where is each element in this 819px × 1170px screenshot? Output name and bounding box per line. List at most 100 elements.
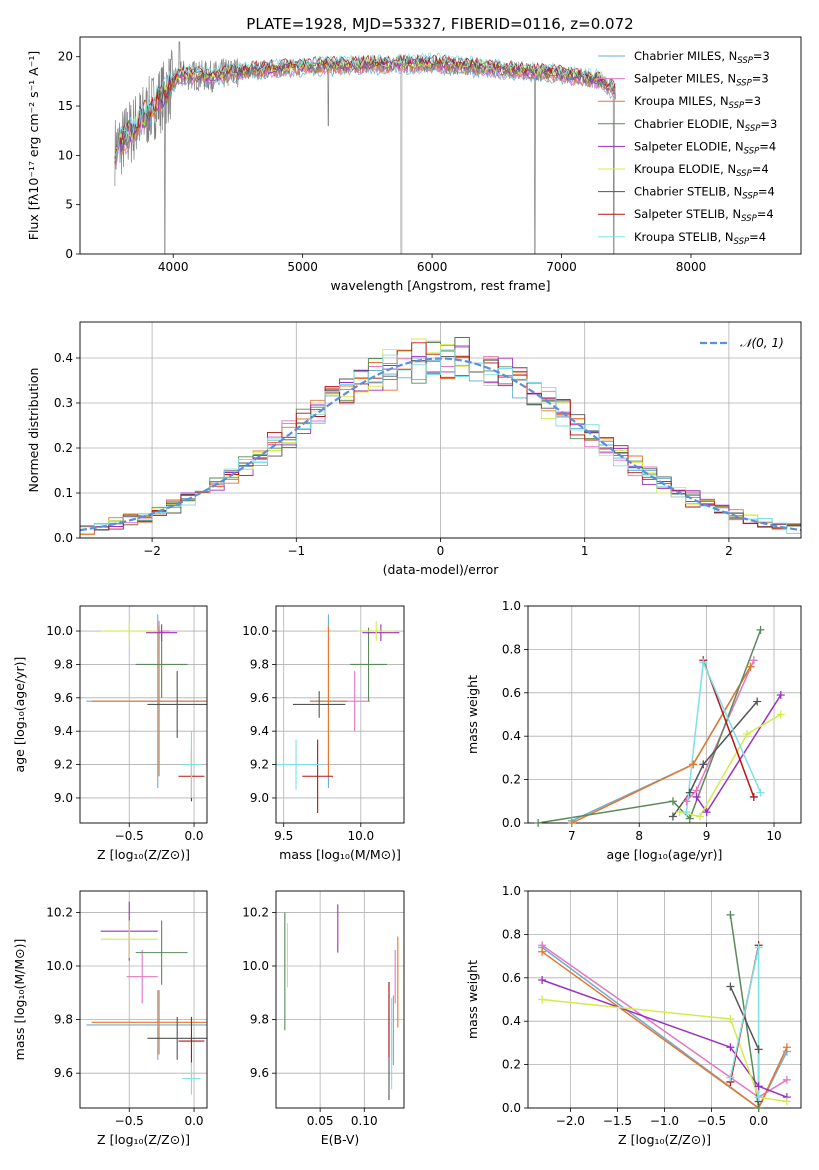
y-tick-label: 0.2 xyxy=(502,773,521,787)
x-tick-label: 8000 xyxy=(676,260,707,274)
model-spectrum-line xyxy=(114,62,616,167)
weight-marker xyxy=(726,1043,735,1052)
weight-vs-Z-panel: −2.0 −1.5 −1.0 −0.5 0.0 0.0 0.2 0.4 0.6 0.8 1.0 Z [… xyxy=(465,884,802,1147)
legend-text: Chabrier MILES, N xyxy=(634,49,737,63)
x-tick-label: 0.0 xyxy=(184,1114,203,1128)
x-tick-label: −1.5 xyxy=(603,1114,632,1128)
weight-line xyxy=(571,666,752,822)
plot-area xyxy=(284,904,399,1100)
weight-marker xyxy=(726,910,735,919)
y-tick-label: 0.0 xyxy=(54,531,73,545)
x-tick-label: 5000 xyxy=(287,260,318,274)
x-tick-label: 10.0 xyxy=(347,829,374,843)
legend-entry: Chabrier MILES, NSSP=3 xyxy=(634,49,770,66)
y-tick-label: 0.4 xyxy=(502,729,521,743)
histogram-panel: −2 −1 0 1 2 0.0 0.1 0.2 0.3 0.4 (data-model)/error… xyxy=(26,321,802,577)
y-tick-label: 0.3 xyxy=(54,396,73,410)
weight-marker xyxy=(782,1075,791,1084)
y-tick-label: 0.2 xyxy=(502,1058,521,1072)
weight-marker xyxy=(754,943,763,952)
x-tick-label: 10 xyxy=(766,829,781,843)
age-vs-mass-panel: 9.5 10.0 9.0 9.2 9.4 9.6 9.8 10.0 mass [log₁₀(M/… xyxy=(242,605,405,862)
weight-line xyxy=(542,998,788,1103)
y-tick-label: 9.6 xyxy=(250,1066,269,1080)
mass-vs-ebv-panel: 0.05 0.10 9.6 9.8 10.0 10.2 E(B-V) xyxy=(242,890,405,1147)
y-tick-label: 0 xyxy=(65,247,73,261)
y-tick-label: 9.0 xyxy=(250,791,269,805)
legend-text: =3 xyxy=(760,117,777,131)
y-axis-label: mass weight xyxy=(465,960,480,1039)
y-tick-label: 9.6 xyxy=(250,691,269,705)
y-tick-label: 1.0 xyxy=(502,599,521,613)
x-tick-label: 9.5 xyxy=(274,829,293,843)
y-tick-label: 9.4 xyxy=(54,724,73,738)
legend-text: =3 xyxy=(753,49,770,63)
x-tick-label: −1 xyxy=(287,544,305,558)
y-tick-label: 9.0 xyxy=(54,791,73,805)
weight-marker xyxy=(754,1082,763,1091)
weight-line xyxy=(695,694,782,814)
weight-marker xyxy=(726,1073,735,1082)
weight-vs-age-panel: 7 8 9 10 0.0 0.2 0.4 0.6 0.8 1.0 age [log₁₀(age/yr… xyxy=(465,599,802,862)
weight-line xyxy=(571,666,752,823)
axes-frame xyxy=(79,36,802,255)
axes-frame xyxy=(527,605,802,824)
weight-marker xyxy=(689,760,698,769)
y-tick-label: 20 xyxy=(58,50,73,64)
weight-marker xyxy=(699,760,708,769)
legend-subscript: SSP xyxy=(734,237,750,247)
y-tick-label: 0.6 xyxy=(502,971,521,985)
y-tick-label: 0.8 xyxy=(502,642,521,656)
y-tick-label: 10.0 xyxy=(46,624,73,638)
y-tick-label: 10.0 xyxy=(46,959,73,973)
legend-text: Salpeter ELODIE, N xyxy=(634,139,744,153)
weight-marker xyxy=(534,819,543,827)
weight-marker xyxy=(743,730,752,739)
x-tick-label: 0.0 xyxy=(184,829,203,843)
mass-vs-Z-panel: −0.5 0.0 9.6 9.8 10.0 10.2 Z [log₁₀(Z/Z⊙)] mass… xyxy=(12,890,208,1147)
y-tick-label: 9.8 xyxy=(250,657,269,671)
weight-marker xyxy=(682,808,691,817)
gaussian-curve xyxy=(80,357,801,532)
weight-marker xyxy=(675,808,684,817)
x-tick-label: 7000 xyxy=(546,260,577,274)
y-tick-label: 0.8 xyxy=(502,927,521,941)
x-tick-label: 6000 xyxy=(417,260,448,274)
weight-marker xyxy=(538,995,547,1004)
legend-text: =3 xyxy=(752,72,769,86)
y-tick-label: 9.4 xyxy=(250,724,269,738)
x-tick-label: 0.10 xyxy=(351,1114,378,1128)
legend-entry: Salpeter ELODIE, NSSP=4 xyxy=(634,139,776,156)
weight-marker xyxy=(754,1093,763,1102)
legend-text: Chabrier ELODIE, N xyxy=(634,117,745,131)
legend-text: =4 xyxy=(758,185,775,199)
weight-line xyxy=(541,951,788,1108)
x-axis-label: Z [log₁₀(Z/Z⊙)] xyxy=(97,1132,190,1147)
weight-marker xyxy=(753,697,762,706)
x-tick-label: −0.5 xyxy=(115,1114,144,1128)
y-tick-label: 10.2 xyxy=(46,905,73,919)
weight-line xyxy=(679,713,782,818)
weight-marker xyxy=(726,1015,735,1024)
weight-marker xyxy=(699,658,708,667)
model-spectrum-line xyxy=(114,56,616,161)
y-axis-label: mass weight xyxy=(465,675,480,754)
y-axis-label: Flux [fλ10⁻¹⁷ erg cm⁻² s⁻¹ A⁻¹] xyxy=(26,51,41,240)
weight-marker xyxy=(538,975,547,984)
y-tick-label: 0.4 xyxy=(502,1014,521,1028)
y-tick-label: 9.8 xyxy=(54,1013,73,1027)
weight-marker xyxy=(782,1097,791,1106)
legend-subscript: SSP xyxy=(744,146,760,156)
weight-marker xyxy=(685,814,694,823)
y-tick-label: 5 xyxy=(65,198,73,212)
x-axis-label: age [log₁₀(age/yr)] xyxy=(607,847,723,862)
y-axis-label: age [log₁₀(age/yr)] xyxy=(12,657,27,773)
y-tick-label: 9.6 xyxy=(54,691,73,705)
plot-area xyxy=(114,41,617,254)
plot-area xyxy=(537,629,782,823)
y-tick-label: 0.4 xyxy=(54,351,73,365)
legend-text: Kroupa MILES, N xyxy=(634,94,729,108)
y-axis-label: Normed distribution xyxy=(26,368,41,493)
y-tick-label: 10.0 xyxy=(242,959,269,973)
